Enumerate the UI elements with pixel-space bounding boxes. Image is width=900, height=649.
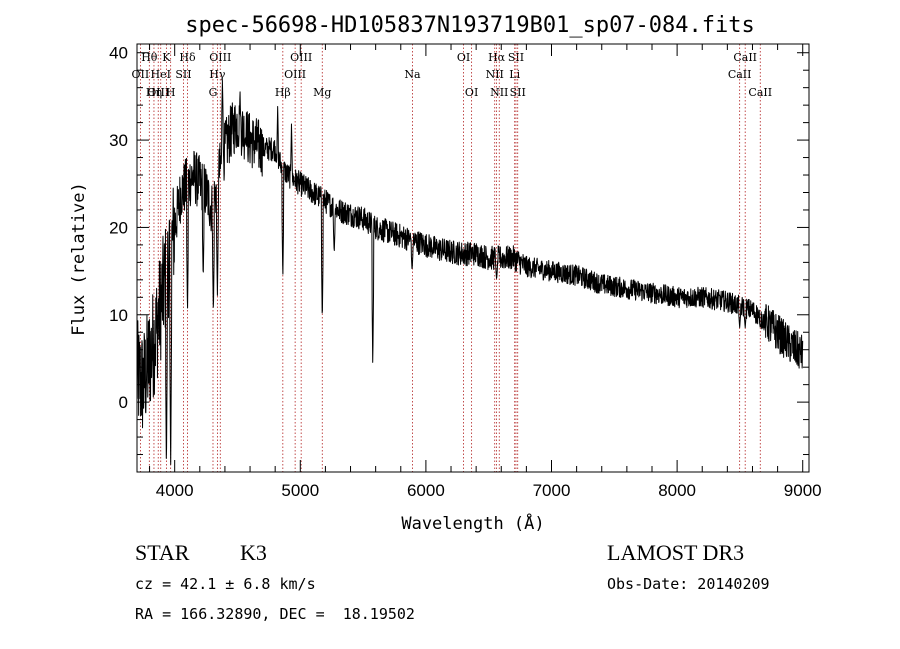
object-class: STAR [135, 540, 190, 565]
redshift-readout: cz = 42.1 ± 6.8 km/s [135, 575, 316, 593]
y-tick-label: 10 [109, 306, 128, 325]
emission-line-label: Hδ [179, 51, 196, 64]
emission-line-label: Hη [146, 86, 162, 99]
chart-title: spec-56698-HD105837N193719B01_sp07-084.f… [185, 13, 755, 38]
x-tick-label: 9000 [784, 481, 822, 500]
observation-date: Obs-Date: 20140209 [607, 575, 770, 593]
y-axis-label: Flux (relative) [69, 182, 89, 336]
emission-line-label: Hα [488, 51, 506, 64]
emission-line-label: CaII [748, 86, 772, 99]
y-tick-label: 0 [119, 393, 128, 412]
x-tick-label: 7000 [533, 481, 571, 500]
emission-line-label: OIII [147, 86, 169, 99]
emission-line-label: Na [404, 68, 421, 81]
emission-line-label: H [166, 86, 176, 99]
y-tick-label: 20 [109, 218, 128, 237]
emission-line-label: OII [132, 68, 150, 81]
x-tick-label: 4000 [156, 481, 194, 500]
emission-line-label: OI [465, 86, 478, 99]
x-tick-label: 8000 [658, 481, 696, 500]
emission-line-label: NII [486, 68, 504, 81]
x-tick-label: 5000 [281, 481, 319, 500]
emission-line-label: CaII [728, 68, 752, 81]
x-axis-label: Wavelength (Å) [401, 512, 544, 534]
coordinates-readout: RA = 166.32890, DEC = 18.19502 [135, 605, 415, 623]
emission-line-label: NII [490, 86, 508, 99]
emission-line-label: G [209, 86, 218, 99]
object-subclass: K3 [240, 540, 267, 565]
emission-line-label: HeI [151, 68, 171, 81]
spectrum-series [136, 79, 804, 465]
y-tick-label: 40 [109, 44, 128, 63]
emission-line-label: OI [457, 51, 470, 64]
emission-line-label: SII [175, 68, 191, 81]
emission-line-label: SII [508, 51, 524, 64]
emission-line-label: Hγ [209, 68, 226, 81]
y-tick-label: 30 [109, 131, 128, 150]
emission-line-label: Hθ [141, 51, 158, 64]
x-tick-label: 6000 [407, 481, 445, 500]
spectrum-line [136, 79, 804, 465]
plot-frame [136, 43, 810, 473]
emission-line-label: SII [510, 86, 526, 99]
x-axis: 4000 5000 6000 7000 8000 9000 [149, 44, 822, 500]
survey-name: LAMOST DR3 [607, 540, 744, 565]
emission-line-label: Li [509, 68, 520, 81]
emission-line-label: Hβ [275, 86, 291, 99]
y-axis: 0 10 20 30 40 [109, 44, 809, 456]
emission-line-label: OIII [290, 51, 312, 64]
emission-line-label: Mg [313, 86, 331, 99]
emission-line-label: OIII [284, 68, 306, 81]
emission-line-label: OIII [209, 51, 231, 64]
emission-line-label: CaII [733, 51, 757, 64]
emission-line-label: K [162, 51, 171, 64]
